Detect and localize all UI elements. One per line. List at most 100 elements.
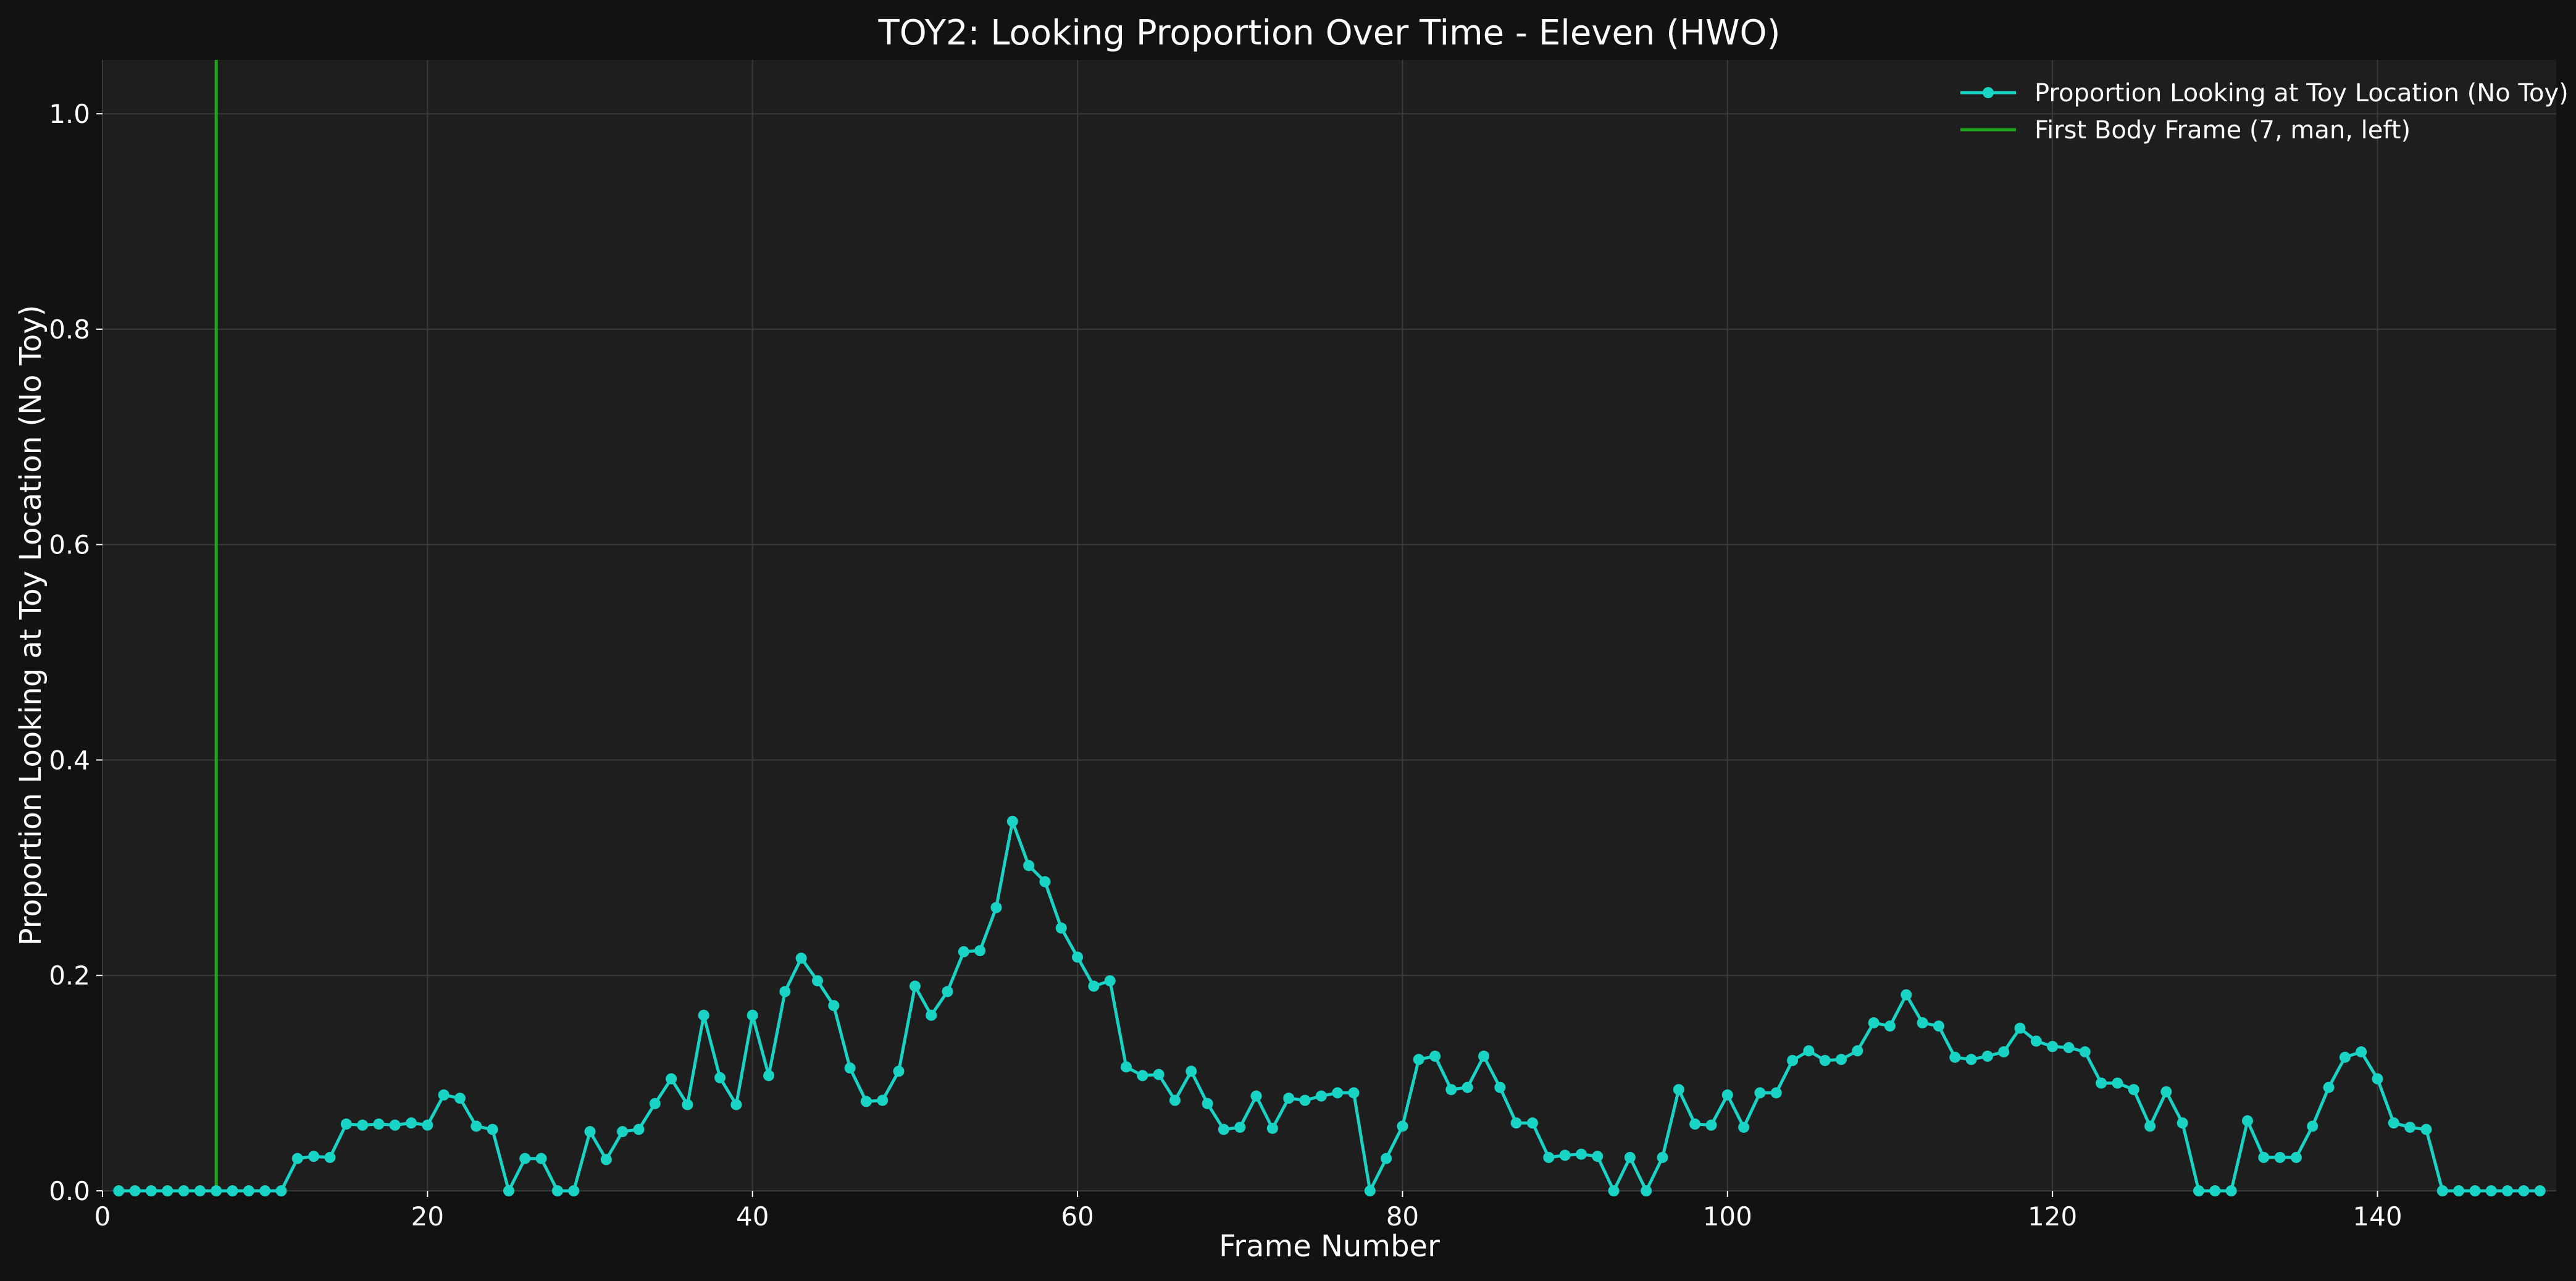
data-point [1526, 1117, 1538, 1129]
data-point [1039, 876, 1051, 888]
data-point [2339, 1051, 2351, 1063]
data-point [1429, 1051, 1441, 1062]
data-point [1299, 1094, 1311, 1106]
data-point [357, 1119, 369, 1131]
data-point [2518, 1185, 2530, 1196]
data-point [1397, 1120, 1408, 1132]
data-point [454, 1093, 466, 1104]
x-tick-label: 140 [2352, 1201, 2402, 1232]
data-point [2420, 1124, 2432, 1135]
data-point [2388, 1117, 2399, 1129]
data-point [698, 1009, 709, 1021]
data-point [1965, 1054, 1977, 1065]
data-point [291, 1153, 303, 1164]
data-point [1981, 1051, 1993, 1062]
data-point [2063, 1042, 2075, 1054]
data-point [1462, 1082, 1473, 1093]
data-point [373, 1118, 385, 1130]
data-point [779, 986, 791, 998]
data-point [1218, 1124, 1229, 1135]
data-point [1202, 1098, 1213, 1109]
data-point [145, 1185, 157, 1196]
data-point [1332, 1087, 1344, 1099]
data-point [503, 1185, 514, 1196]
data-point [470, 1120, 482, 1132]
y-tick-label: 1.0 [49, 99, 90, 129]
data-point [795, 952, 807, 964]
data-point [551, 1185, 563, 1196]
data-point [600, 1154, 612, 1166]
data-point [1592, 1151, 1604, 1162]
data-point [2307, 1120, 2319, 1132]
data-point [633, 1124, 645, 1135]
data-point [1413, 1054, 1424, 1065]
y-tick-label: 0.2 [49, 960, 90, 991]
data-point [942, 986, 953, 998]
data-point [1917, 1017, 1928, 1028]
data-point [2534, 1185, 2546, 1196]
legend-marker-series [1983, 87, 1994, 98]
data-point [909, 980, 921, 992]
data-point [2290, 1151, 2302, 1163]
data-point [1705, 1119, 1717, 1131]
data-point [275, 1185, 287, 1196]
data-point [1803, 1045, 1815, 1057]
data-point [1364, 1185, 1376, 1196]
data-point [2453, 1185, 2465, 1196]
data-point [1250, 1090, 1262, 1102]
data-point [308, 1151, 320, 1162]
x-tick-label: 0 [94, 1201, 111, 1232]
data-point [162, 1185, 174, 1196]
y-axis-label: Proportion Looking at Toy Location (No T… [14, 305, 48, 946]
data-point [958, 946, 969, 957]
data-point [2128, 1084, 2139, 1096]
data-point [1381, 1153, 1392, 1164]
legend-label-vline: First Body Frame (7, man, left) [2034, 116, 2411, 145]
data-point [438, 1089, 450, 1101]
data-point [2502, 1185, 2514, 1196]
x-tick-label: 80 [1386, 1201, 1419, 1232]
data-point [1510, 1117, 1522, 1129]
data-point [1266, 1122, 1278, 1134]
data-point [1868, 1017, 1880, 1028]
chart-title: TOY2: Looking Proportion Over Time - Ele… [878, 13, 1781, 53]
data-point [389, 1119, 401, 1131]
data-point [1023, 860, 1035, 872]
data-point [519, 1153, 531, 1164]
data-point [1933, 1020, 1944, 1032]
plot-area [102, 60, 2556, 1191]
y-tick-label: 0.0 [49, 1176, 90, 1206]
data-point [1121, 1061, 1132, 1073]
series-line [119, 820, 2540, 1193]
data-point [730, 1099, 742, 1111]
data-point [1543, 1151, 1555, 1163]
data-point [2096, 1077, 2107, 1089]
data-point [1721, 1089, 1733, 1101]
data-point [243, 1185, 254, 1196]
data-point [828, 1000, 840, 1012]
data-point [2160, 1086, 2172, 1098]
data-point [877, 1094, 889, 1106]
data-point [2485, 1185, 2497, 1196]
x-axis-label: Frame Number [1219, 1229, 1440, 1264]
data-point [584, 1126, 596, 1138]
data-point [406, 1117, 417, 1129]
x-tick-label: 100 [1703, 1201, 1752, 1232]
data-point [1836, 1054, 1847, 1065]
data-point [893, 1065, 905, 1077]
data-point [2209, 1185, 2221, 1196]
data-point [2047, 1041, 2059, 1052]
data-point [2258, 1151, 2270, 1163]
data-point [2079, 1046, 2091, 1058]
data-point [1283, 1093, 1295, 1104]
data-point [535, 1153, 547, 1164]
data-point [1949, 1051, 1961, 1063]
data-point [1657, 1151, 1668, 1163]
data-point [1088, 980, 1100, 992]
data-point [1754, 1087, 1766, 1099]
data-point [178, 1185, 190, 1196]
data-point [1494, 1082, 1506, 1093]
data-point [844, 1062, 856, 1074]
data-point [1608, 1185, 1620, 1196]
